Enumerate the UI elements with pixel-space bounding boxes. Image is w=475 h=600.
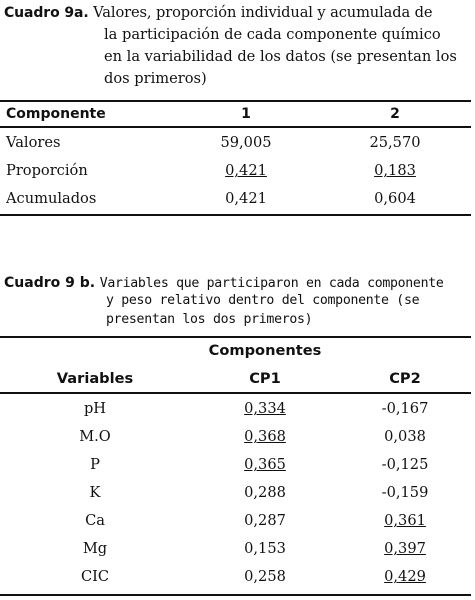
table-a-caption-line: Valores, proporción individual y acumula… (93, 4, 433, 21)
row-label: Ca (85, 512, 105, 529)
table-b-header-cell: Variables (56, 370, 134, 387)
cell-value-cp1: 0,287 (244, 512, 286, 529)
cell-value-cp2: 0,361 (384, 512, 426, 529)
table-b-caption-line: presentan los dos primeros) (106, 312, 313, 327)
cell-value-1: 0,421 (225, 190, 267, 207)
table-b-caption-line: Variables que participaron en cada compo… (99, 276, 444, 291)
table-a-caption-line: dos primeros) (104, 70, 207, 87)
cell-value-2: 25,570 (369, 134, 421, 151)
table-b-header-cell: CP2 (389, 370, 421, 387)
cell-value-cp1: 0,288 (244, 484, 286, 501)
table-b-header-rule (0, 392, 471, 394)
table-a-label: Cuadro 9a. (4, 5, 89, 21)
row-label: K (89, 484, 101, 501)
table-a-caption-line: la participación de cada componente quím… (104, 26, 441, 43)
cell-value-cp1: 0,153 (244, 540, 286, 557)
row-label: Proporción (6, 162, 88, 179)
cell-value-cp2: -0,159 (381, 484, 429, 501)
table-a-header-cell: 1 (241, 106, 251, 122)
row-label: Acumulados (6, 190, 97, 207)
table-b-group-header: Componentes (208, 342, 322, 359)
table-b-bottom-rule (0, 594, 471, 596)
row-label: P (90, 456, 100, 473)
table-row: P 0,365 -0,125 (0, 456, 471, 484)
table-a-header-row: Componente 1 2 (0, 106, 471, 134)
table-b-group-header-row: Componentes (0, 342, 471, 370)
table-a-top-rule (0, 100, 471, 102)
table-b-header-row: Variables CP1 CP2 (0, 370, 471, 398)
row-label: pH (83, 400, 107, 417)
table-b-top-rule (0, 336, 471, 338)
cell-value-2: 0,183 (374, 162, 416, 179)
cell-value-cp2: -0,125 (381, 456, 429, 473)
table-row: CIC 0,258 0,429 (0, 568, 471, 596)
table-row: Ca 0,287 0,361 (0, 512, 471, 540)
row-label: Mg (82, 540, 108, 557)
table-a-caption-line: en la variabilidad de los datos (se pres… (104, 48, 457, 65)
cell-value-2: 0,604 (374, 190, 416, 207)
table-row: Valores 59,005 25,570 (0, 134, 471, 162)
row-label: Valores (6, 134, 61, 151)
cell-value-cp2: 0,038 (384, 428, 426, 445)
table-row: K 0,288 -0,159 (0, 484, 471, 512)
table-b-label: Cuadro 9 b. (4, 275, 96, 291)
table-a-header-cell: Componente (6, 106, 106, 122)
table-b-caption-line: y peso relativo dentro del componente (s… (106, 293, 420, 308)
cell-value-cp1: 0,368 (244, 428, 286, 445)
cell-value-cp1: 0,334 (244, 400, 286, 417)
table-a-header-rule (0, 126, 471, 128)
table-row: M.O 0,368 0,038 (0, 428, 471, 456)
cell-value-cp1: 0,258 (244, 568, 286, 585)
cell-value-cp2: 0,397 (384, 540, 426, 557)
table-a-bottom-rule (0, 214, 471, 216)
table-b-caption-first-line: Cuadro 9 b. Variables que participaron e… (4, 272, 472, 295)
cell-value-cp2: 0,429 (384, 568, 426, 585)
table-row: Mg 0,153 0,397 (0, 540, 471, 568)
table-a-caption-rest: la participación de cada componente quím… (104, 24, 472, 90)
table-row: Proporción 0,421 0,183 (0, 162, 471, 190)
row-label: CIC (80, 568, 110, 585)
row-label: M.O (79, 428, 111, 445)
table-a-caption-first-line: Cuadro 9a. Valores, proporción individua… (4, 2, 472, 24)
table-a-header-cell: 2 (390, 106, 400, 122)
cell-value-cp1: 0,365 (244, 456, 286, 473)
table-row: pH 0,334 -0,167 (0, 400, 471, 428)
table-b-header-cell: CP1 (249, 370, 281, 387)
table-row: Acumulados 0,421 0,604 (0, 190, 471, 218)
cell-value-1: 59,005 (220, 134, 272, 151)
table-b-caption-rest: y peso relativo dentro del componente (s… (106, 291, 472, 329)
cell-value-cp2: -0,167 (381, 400, 429, 417)
cell-value-1: 0,421 (225, 162, 267, 179)
